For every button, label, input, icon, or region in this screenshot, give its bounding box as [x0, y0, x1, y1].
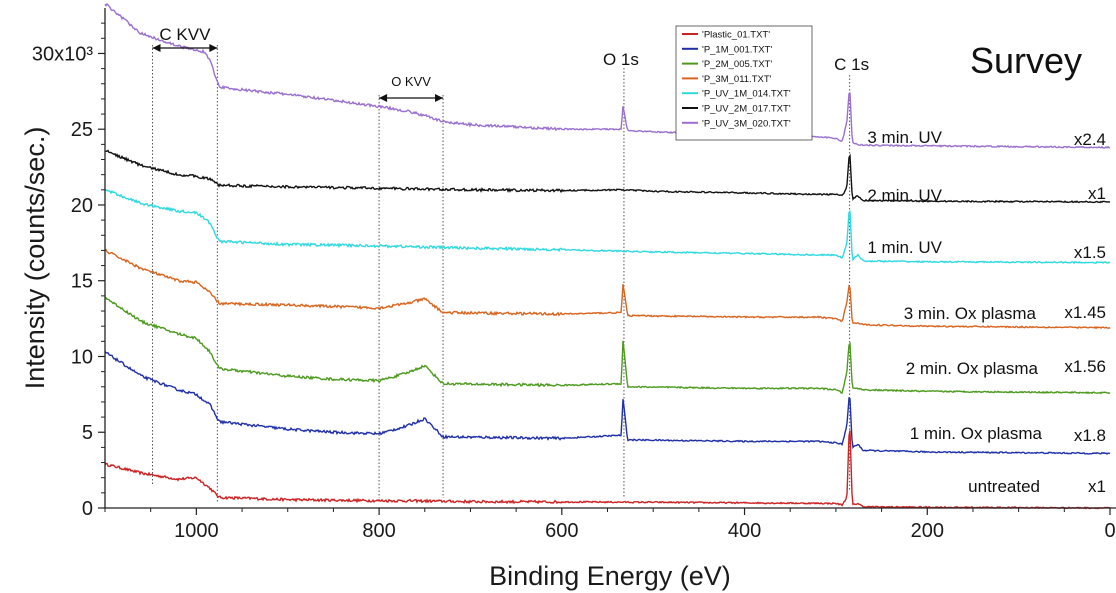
series-annotation-label: 1 min. UV: [867, 238, 942, 257]
x-tick-label: 0: [1104, 520, 1115, 542]
region-arrow-head: [379, 94, 388, 102]
series-line: [104, 351, 1111, 455]
y-tick-label: 20: [71, 195, 93, 217]
series-annotations: untreated x1 1 min. Ox plasma x1.8 2 min. Ox…: [867, 128, 1106, 496]
series-scale-factor: x1: [1088, 184, 1106, 203]
series-annotation-label: 1 min. Ox plasma: [910, 424, 1043, 443]
series-scale-factor: x2.4: [1074, 130, 1106, 149]
auger-regions: C KVV O KVV: [152, 25, 444, 102]
region-arrow-head: [152, 44, 161, 52]
series-line: [104, 248, 1111, 330]
legend-label: 'P_2M_005.TXT': [702, 59, 772, 70]
peak-guide-lines: [152, 45, 851, 502]
o-kvv-label: O KVV: [391, 74, 431, 89]
series-scale-factor: x1: [1088, 477, 1106, 496]
series-line: [104, 2, 1111, 149]
legend-label: 'P_UV_3M_020.TXT': [702, 118, 791, 129]
c1s-peak-label: C 1s: [834, 55, 869, 74]
series-annotation-label: 2 min. Ox plasma: [906, 359, 1039, 378]
legend-label: 'P_UV_2M_017.TXT': [702, 104, 791, 115]
series-annotation-label: 3 min. UV: [867, 128, 942, 147]
legend-label: 'Plastic_01.TXT': [702, 30, 770, 41]
y-tick-label: 5: [82, 422, 93, 444]
region-arrow-head: [209, 44, 218, 52]
region-arrow-head: [435, 94, 444, 102]
x-tick-label: 800: [362, 520, 395, 542]
o1s-peak-label: O 1s: [603, 50, 639, 69]
y-tick-label: 0: [82, 498, 93, 520]
y-tick-label: 25: [71, 119, 93, 141]
x-tick-label: 400: [728, 520, 761, 542]
series-scale-factor: x1.8: [1074, 426, 1106, 445]
legend-label: 'P_3M_011.TXT': [702, 74, 772, 85]
x-ticks: 1000 800 600 400 200 0: [104, 508, 1116, 542]
chart-title: Survey: [970, 40, 1082, 81]
legend-label: 'P_1M_001.TXT': [702, 44, 772, 55]
c-kvv-label: C KVV: [159, 25, 211, 44]
series-scale-factor: x1.45: [1064, 303, 1106, 322]
x-tick-label: 200: [911, 520, 944, 542]
y-tick-label: 15: [71, 271, 93, 293]
series-scale-factor: x1.5: [1074, 243, 1106, 262]
series-line: [104, 149, 1111, 204]
legend-label: 'P_UV_1M_014.TXT': [702, 89, 791, 100]
legend: 'Plastic_01.TXT' 'P_1M_001.TXT' 'P_2M_005.…: [675, 25, 813, 141]
x-tick-label: 600: [545, 520, 578, 542]
series-line: [104, 296, 1111, 395]
legend-box: [675, 25, 813, 141]
series-line: [104, 188, 1111, 265]
y-axis-title: Intensity (counts/sec.): [20, 127, 50, 390]
series-layer: [104, 2, 1111, 510]
y-ticks: 0 5 10 15 20 25 30x10³: [32, 22, 105, 520]
series-annotation-label: 3 min. Ox plasma: [904, 304, 1037, 323]
y-tick-label: 30x10³: [32, 43, 93, 65]
series-annotation-label: 2 min. UV: [867, 186, 942, 205]
series-scale-factor: x1.56: [1064, 357, 1106, 376]
x-axis-title: Binding Energy (eV): [489, 561, 731, 591]
series-annotation-label: untreated: [968, 477, 1040, 496]
y-tick-label: 10: [71, 346, 93, 368]
x-tick-label: 1000: [174, 520, 219, 542]
